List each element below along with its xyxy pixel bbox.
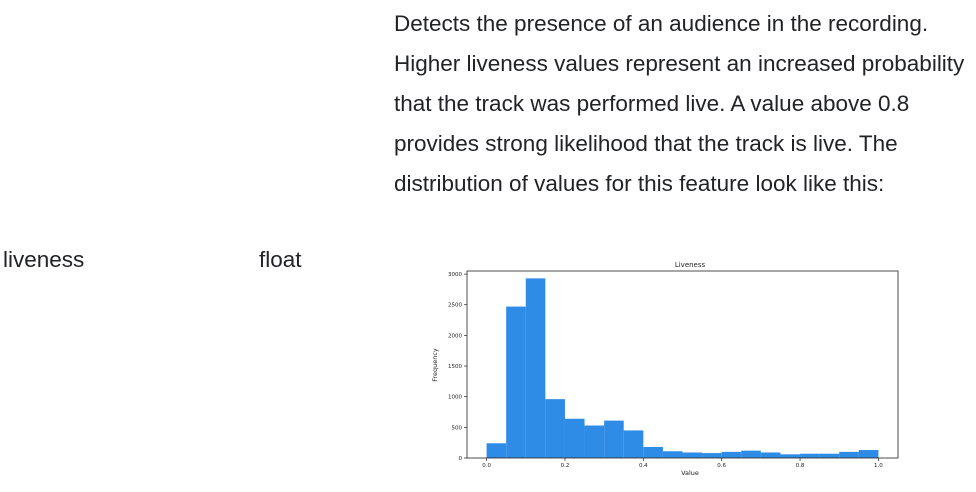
histogram-bar xyxy=(604,420,624,458)
bars-group xyxy=(486,278,879,458)
x-tick-label: 1.0 xyxy=(874,463,883,469)
histogram-bar xyxy=(780,454,801,458)
y-axis-label: Frequency xyxy=(431,348,439,382)
field-type: float xyxy=(259,247,302,272)
histogram-bar xyxy=(741,450,761,458)
y-ticks-group: 0 500 1000 1500 2000 2500 3000 xyxy=(448,272,467,462)
histogram-bar xyxy=(643,446,663,458)
histogram-bar xyxy=(584,425,605,458)
liveness-histogram: Liveness Value Frequency 0 500 1000 1500 200… xyxy=(424,255,904,480)
y-tick-label: 0 xyxy=(459,456,463,462)
histogram-bar xyxy=(506,306,526,458)
histogram-bar xyxy=(662,451,683,458)
histogram-bar xyxy=(721,451,742,458)
histogram-bar xyxy=(564,418,585,458)
chart-svg: Liveness Value Frequency 0 500 1000 1500 200… xyxy=(431,261,899,477)
field-name: liveness xyxy=(3,247,85,272)
histogram-bar xyxy=(682,452,703,458)
histogram-bar xyxy=(486,443,507,458)
liveness-description: Detects the presence of an audience in t… xyxy=(394,11,965,196)
histogram-bar xyxy=(702,453,722,458)
plot-frame xyxy=(466,270,899,459)
y-tick-label: 2000 xyxy=(448,333,462,339)
histogram-bar xyxy=(525,278,546,458)
x-tick-label: 0.8 xyxy=(796,463,805,469)
y-tick-label: 3000 xyxy=(448,272,462,278)
histogram-bar xyxy=(858,450,879,458)
x-axis-label: Value xyxy=(681,469,699,477)
y-tick-label: 1000 xyxy=(448,395,462,401)
chart-title: Liveness xyxy=(675,261,706,269)
y-tick-label: 1500 xyxy=(448,364,462,370)
histogram-bar xyxy=(623,430,644,458)
y-tick-label: 2500 xyxy=(448,303,462,309)
x-tick-label: 0.6 xyxy=(717,463,726,469)
y-tick-label: 500 xyxy=(452,425,463,431)
x-tick-label: 0.0 xyxy=(482,463,491,469)
x-ticks-group: 0.0 0.2 0.4 0.6 0.8 1.0 xyxy=(482,458,883,469)
histogram-bar xyxy=(839,451,859,458)
x-tick-label: 0.2 xyxy=(561,463,570,469)
histogram-bar xyxy=(800,453,820,458)
histogram-bar xyxy=(545,399,565,458)
histogram-bar xyxy=(760,452,781,458)
x-tick-label: 0.4 xyxy=(639,463,648,469)
histogram-bar xyxy=(819,453,840,458)
